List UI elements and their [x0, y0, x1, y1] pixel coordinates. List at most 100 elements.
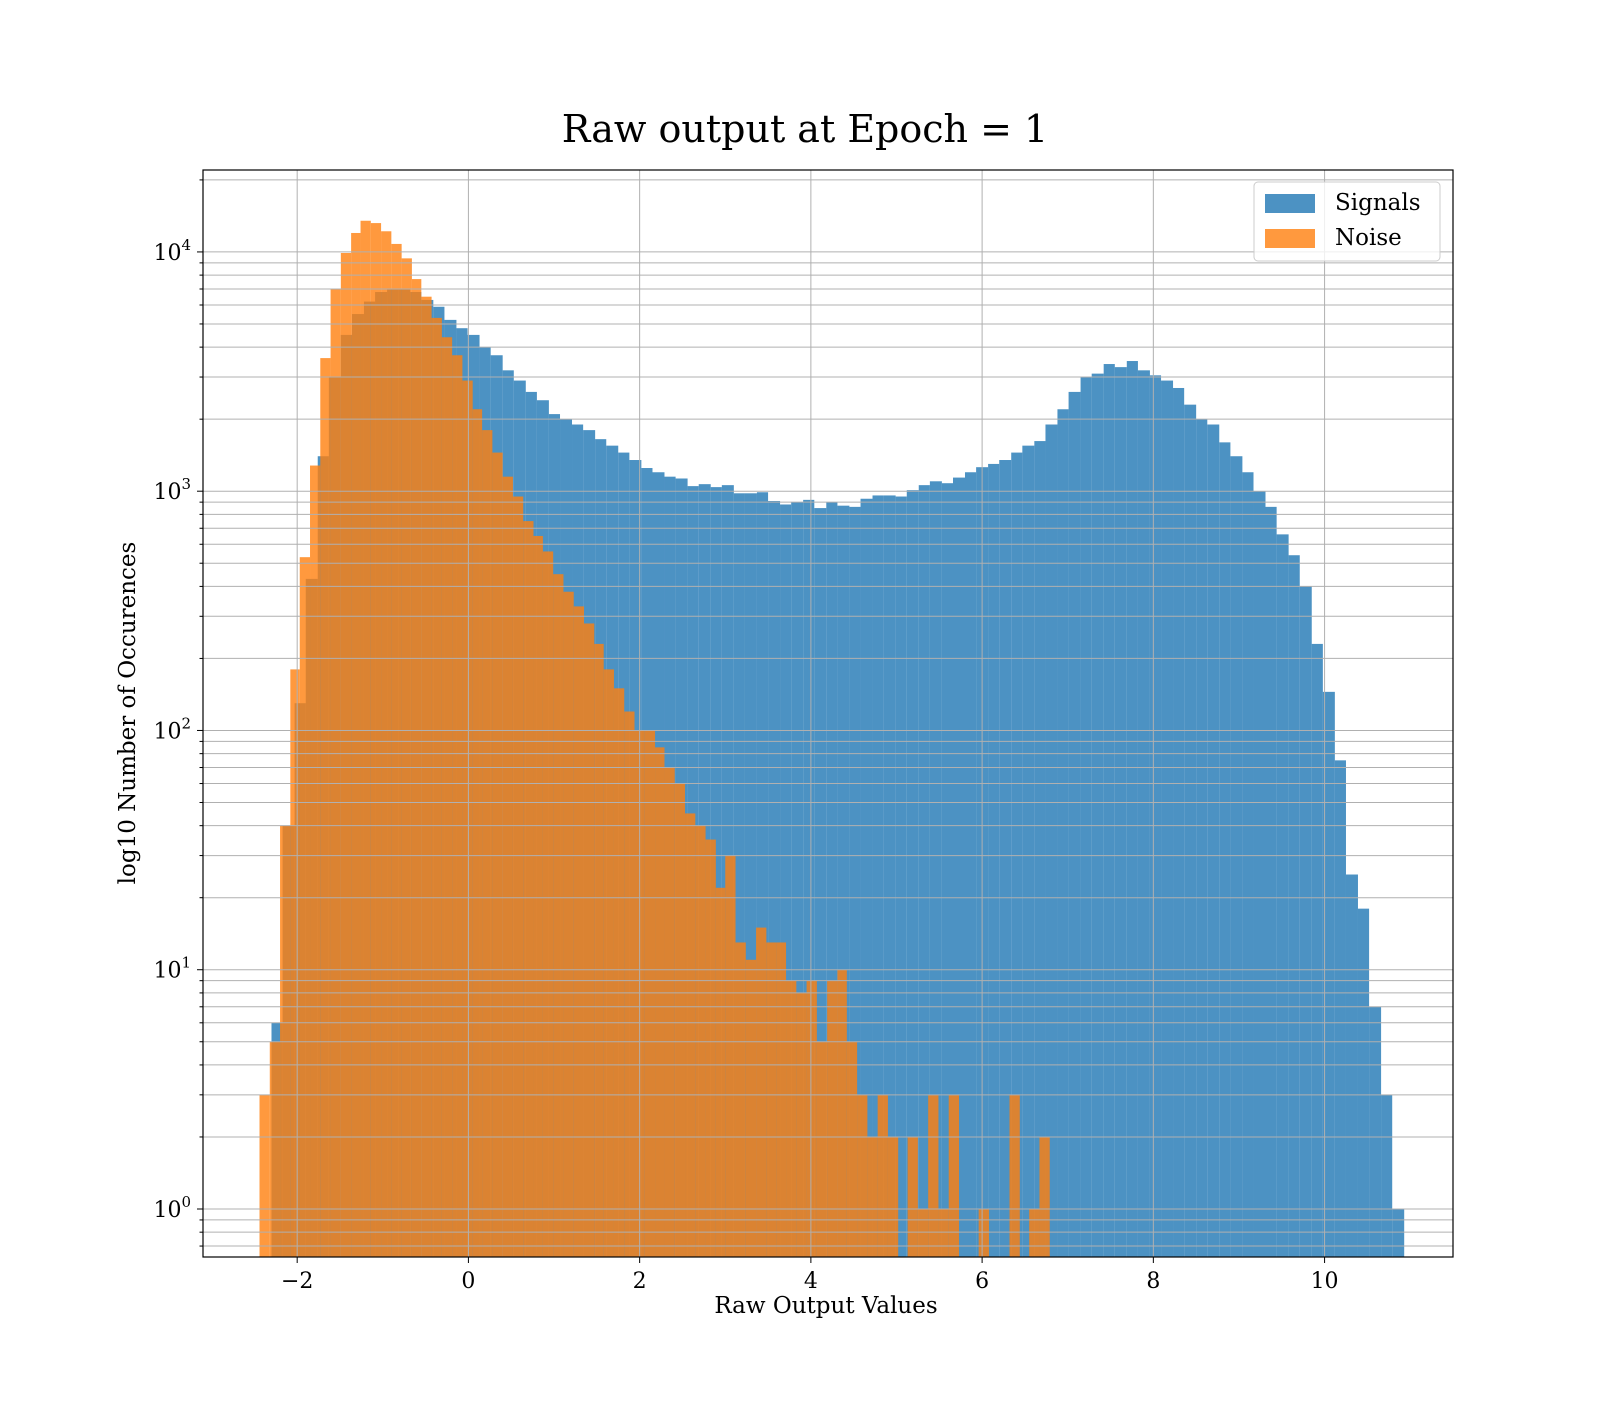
bar-signals-50	[849, 506, 861, 1257]
bar-noise-25	[512, 496, 524, 1257]
bar-noise-41	[674, 783, 686, 1257]
bar-noise-9	[351, 232, 361, 1258]
bar-noise-77	[1039, 1136, 1050, 1257]
bar-signals-45	[791, 502, 804, 1257]
bar-signals-82	[1219, 442, 1231, 1257]
bar-noise-26	[523, 521, 534, 1257]
bar-signals-92	[1334, 760, 1346, 1257]
bar-signals-75	[1137, 370, 1150, 1258]
legend: Signals Noise	[1253, 181, 1441, 262]
bar-signals-90	[1311, 643, 1323, 1257]
legend-swatch-signals	[1265, 194, 1315, 213]
bar-signals-64	[1011, 452, 1023, 1258]
bar-signals-91	[1322, 691, 1335, 1257]
bar-noise-61	[877, 1094, 888, 1257]
bar-noise-15	[411, 279, 422, 1258]
bar-noise-20	[462, 380, 473, 1257]
bar-signals-65	[1022, 445, 1035, 1257]
bar-signals-59	[953, 477, 965, 1258]
bar-signals-60	[964, 472, 977, 1257]
chart-title: Raw output at Epoch = 1	[562, 107, 1048, 151]
plot-frame	[202, 169, 1454, 1258]
bar-signals-58	[941, 483, 953, 1257]
bar-noise-13	[391, 243, 402, 1257]
x-tick-label: 6	[975, 1269, 989, 1294]
x-axis-label: Raw Output Values	[714, 1293, 937, 1319]
bar-noise-17	[431, 317, 442, 1257]
legend-swatch-noise	[1265, 229, 1315, 248]
bar-signals-68	[1057, 409, 1069, 1257]
bar-signals-97	[1392, 1208, 1405, 1257]
bar-signals-86	[1265, 506, 1277, 1257]
bar-signals-52	[872, 495, 884, 1257]
bar-signals-57	[929, 481, 942, 1257]
bar-noise-39	[655, 747, 665, 1257]
bar-noise-47	[735, 942, 746, 1257]
bar-noise-60	[867, 1136, 878, 1257]
bar-signals-78	[1173, 387, 1185, 1258]
bar-noise-64	[907, 1136, 918, 1257]
y-tick-label: 100	[153, 1193, 191, 1223]
bar-noise-35	[613, 688, 625, 1257]
bar-signals-72	[1103, 364, 1115, 1257]
bar-noise-14	[401, 258, 412, 1257]
bar-signals-93	[1345, 874, 1358, 1257]
bar-signals-77	[1161, 380, 1174, 1257]
legend-label-noise: Noise	[1335, 225, 1402, 251]
bar-noise-40	[664, 767, 675, 1257]
bar-noise-59	[857, 1094, 868, 1257]
bar-signals-83	[1230, 456, 1243, 1258]
bar-signals-85	[1253, 491, 1266, 1257]
bar-noise-5	[310, 465, 321, 1257]
bar-signals-53	[883, 495, 896, 1257]
bar-noise-65	[917, 1208, 929, 1257]
y-axis-label: log10 Number of Occurences	[115, 542, 141, 885]
bar-noise-44	[705, 839, 716, 1257]
legend-label-signals: Signals	[1335, 190, 1421, 216]
bar-noise-50	[766, 942, 777, 1257]
bar-noise-76	[1029, 1208, 1040, 1257]
bar-noise-74	[1009, 1094, 1020, 1257]
bar-noise-51	[776, 942, 787, 1257]
x-tick-label: −2	[281, 1269, 313, 1294]
bar-noise-34	[603, 669, 614, 1257]
bar-noise-42	[685, 813, 696, 1257]
bar-noise-62	[887, 1136, 899, 1257]
bar-signals-66	[1034, 441, 1046, 1257]
bar-noise-23	[492, 452, 503, 1258]
y-tick-label: 104	[153, 236, 191, 266]
bar-signals-54	[895, 496, 907, 1257]
bar-signals-71	[1091, 373, 1104, 1257]
bar-signals-76	[1149, 375, 1162, 1257]
bar-noise-49	[756, 927, 767, 1257]
bar-signals-62	[988, 463, 1000, 1257]
x-tick-label: 4	[804, 1269, 818, 1294]
bar-noise-30	[563, 591, 574, 1257]
bar-signals-40	[733, 493, 745, 1257]
x-tick-label: 8	[1146, 1269, 1160, 1294]
bar-signals-81	[1207, 424, 1220, 1257]
bar-noise-67	[938, 1208, 949, 1257]
bar-signals-80	[1196, 419, 1208, 1257]
y-tick-label: 103	[153, 475, 191, 505]
bar-noise-8	[340, 252, 352, 1258]
bar-noise-66	[928, 1094, 939, 1257]
bar-signals-89	[1299, 586, 1312, 1257]
bar-signals-96	[1381, 1094, 1393, 1257]
bar-signals-69	[1068, 391, 1081, 1257]
bar-noise-7	[330, 288, 341, 1257]
bar-noise-6	[320, 358, 331, 1258]
x-tick-label: 0	[461, 1269, 475, 1294]
bar-noise-27	[533, 535, 543, 1257]
x-tick-label: 10	[1311, 1269, 1339, 1294]
bar-signals-56	[918, 485, 930, 1257]
bar-signals-44	[780, 504, 792, 1258]
bar-noise-56	[827, 980, 838, 1257]
x-tick-label: 2	[633, 1269, 647, 1294]
bar-noise-18	[441, 337, 453, 1257]
bar-noise-36	[624, 711, 635, 1257]
bar-noise-58	[846, 1041, 858, 1257]
bar-noise-38	[644, 730, 656, 1257]
bar-noise-54	[806, 980, 817, 1257]
